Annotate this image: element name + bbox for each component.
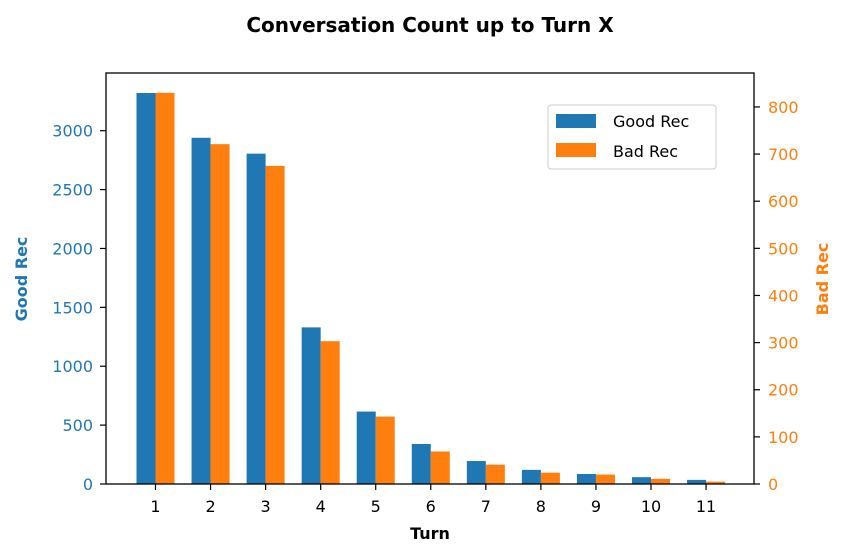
x-tick-label: 3 — [261, 497, 271, 516]
bar-good-rec-3 — [246, 153, 266, 484]
x-tick-label: 5 — [371, 497, 381, 516]
x-axis-title: Turn — [410, 524, 450, 543]
x-tick-label: 10 — [641, 497, 661, 516]
y-left-tick-label: 0 — [83, 475, 93, 494]
bars-group — [136, 92, 726, 485]
bar-bad-rec-2 — [210, 144, 230, 484]
plot-frame — [105, 72, 755, 485]
bar-bad-rec-8 — [540, 472, 560, 484]
bar-bad-rec-3 — [265, 165, 285, 485]
legend-label-bad-rec: Bad Rec — [613, 142, 678, 161]
bar-good-rec-7 — [466, 461, 486, 484]
x-tick-label: 8 — [536, 497, 546, 516]
legend-swatch-good-rec — [556, 114, 596, 128]
x-tick-label: 9 — [591, 497, 601, 516]
bar-bad-rec-9 — [595, 474, 615, 484]
y-left-tick-label: 500 — [62, 416, 93, 435]
bar-good-rec-6 — [411, 443, 431, 484]
y-left-tick-label: 3000 — [52, 122, 93, 141]
bar-good-rec-5 — [356, 411, 376, 484]
axes-group: 1 2 3 4 5 6 7 8 9 10 11 0 500 1000 1500 2000 2500 3000 0 10… — [52, 98, 798, 516]
x-tick-label: 4 — [316, 497, 326, 516]
y-right-tick-label: 100 — [768, 428, 799, 447]
bar-good-rec-10 — [631, 477, 651, 484]
legend: Good Rec Bad Rec — [547, 104, 717, 170]
x-tick-label: 6 — [426, 497, 436, 516]
x-tick-label: 2 — [205, 497, 215, 516]
y-axis-title-left: Good Rec — [12, 237, 31, 322]
y-left-tick-label: 1500 — [52, 298, 93, 317]
y-right-tick-label: 800 — [768, 98, 799, 117]
y-right-tick-label: 0 — [768, 475, 778, 494]
legend-swatch-bad-rec — [556, 143, 596, 157]
y-right-tick-label: 500 — [768, 239, 799, 258]
x-tick-label: 1 — [150, 497, 160, 516]
bar-bad-rec-7 — [485, 464, 505, 484]
bar-good-rec-2 — [191, 137, 211, 485]
bar-good-rec-11 — [687, 479, 707, 484]
y-right-tick-label: 600 — [768, 192, 799, 211]
x-tick-label: 11 — [696, 497, 716, 516]
y-right-tick-label: 300 — [768, 334, 799, 353]
bar-good-rec-8 — [521, 469, 541, 484]
bar-bad-rec-10 — [650, 478, 670, 484]
bar-good-rec-4 — [301, 327, 321, 484]
bar-bad-rec-1 — [155, 92, 175, 484]
bar-bad-rec-5 — [375, 416, 395, 484]
y-left-tick-label: 2500 — [52, 181, 93, 200]
bar-bad-rec-11 — [706, 481, 726, 484]
y-right-tick-label: 700 — [768, 145, 799, 164]
x-tick-label: 7 — [481, 497, 491, 516]
chart-title: Conversation Count up to Turn X — [246, 13, 614, 37]
legend-label-good-rec: Good Rec — [613, 112, 689, 131]
y-right-tick-label: 400 — [768, 286, 799, 305]
bar-good-rec-9 — [576, 473, 596, 484]
y-right-tick-label: 200 — [768, 381, 799, 400]
bar-bad-rec-6 — [430, 451, 450, 484]
y-left-tick-label: 2000 — [52, 239, 93, 258]
y-axis-title-right: Bad Rec — [813, 243, 832, 316]
y-left-tick-label: 1000 — [52, 357, 93, 376]
bar-good-rec-1 — [136, 93, 156, 485]
bar-bad-rec-4 — [320, 341, 340, 484]
